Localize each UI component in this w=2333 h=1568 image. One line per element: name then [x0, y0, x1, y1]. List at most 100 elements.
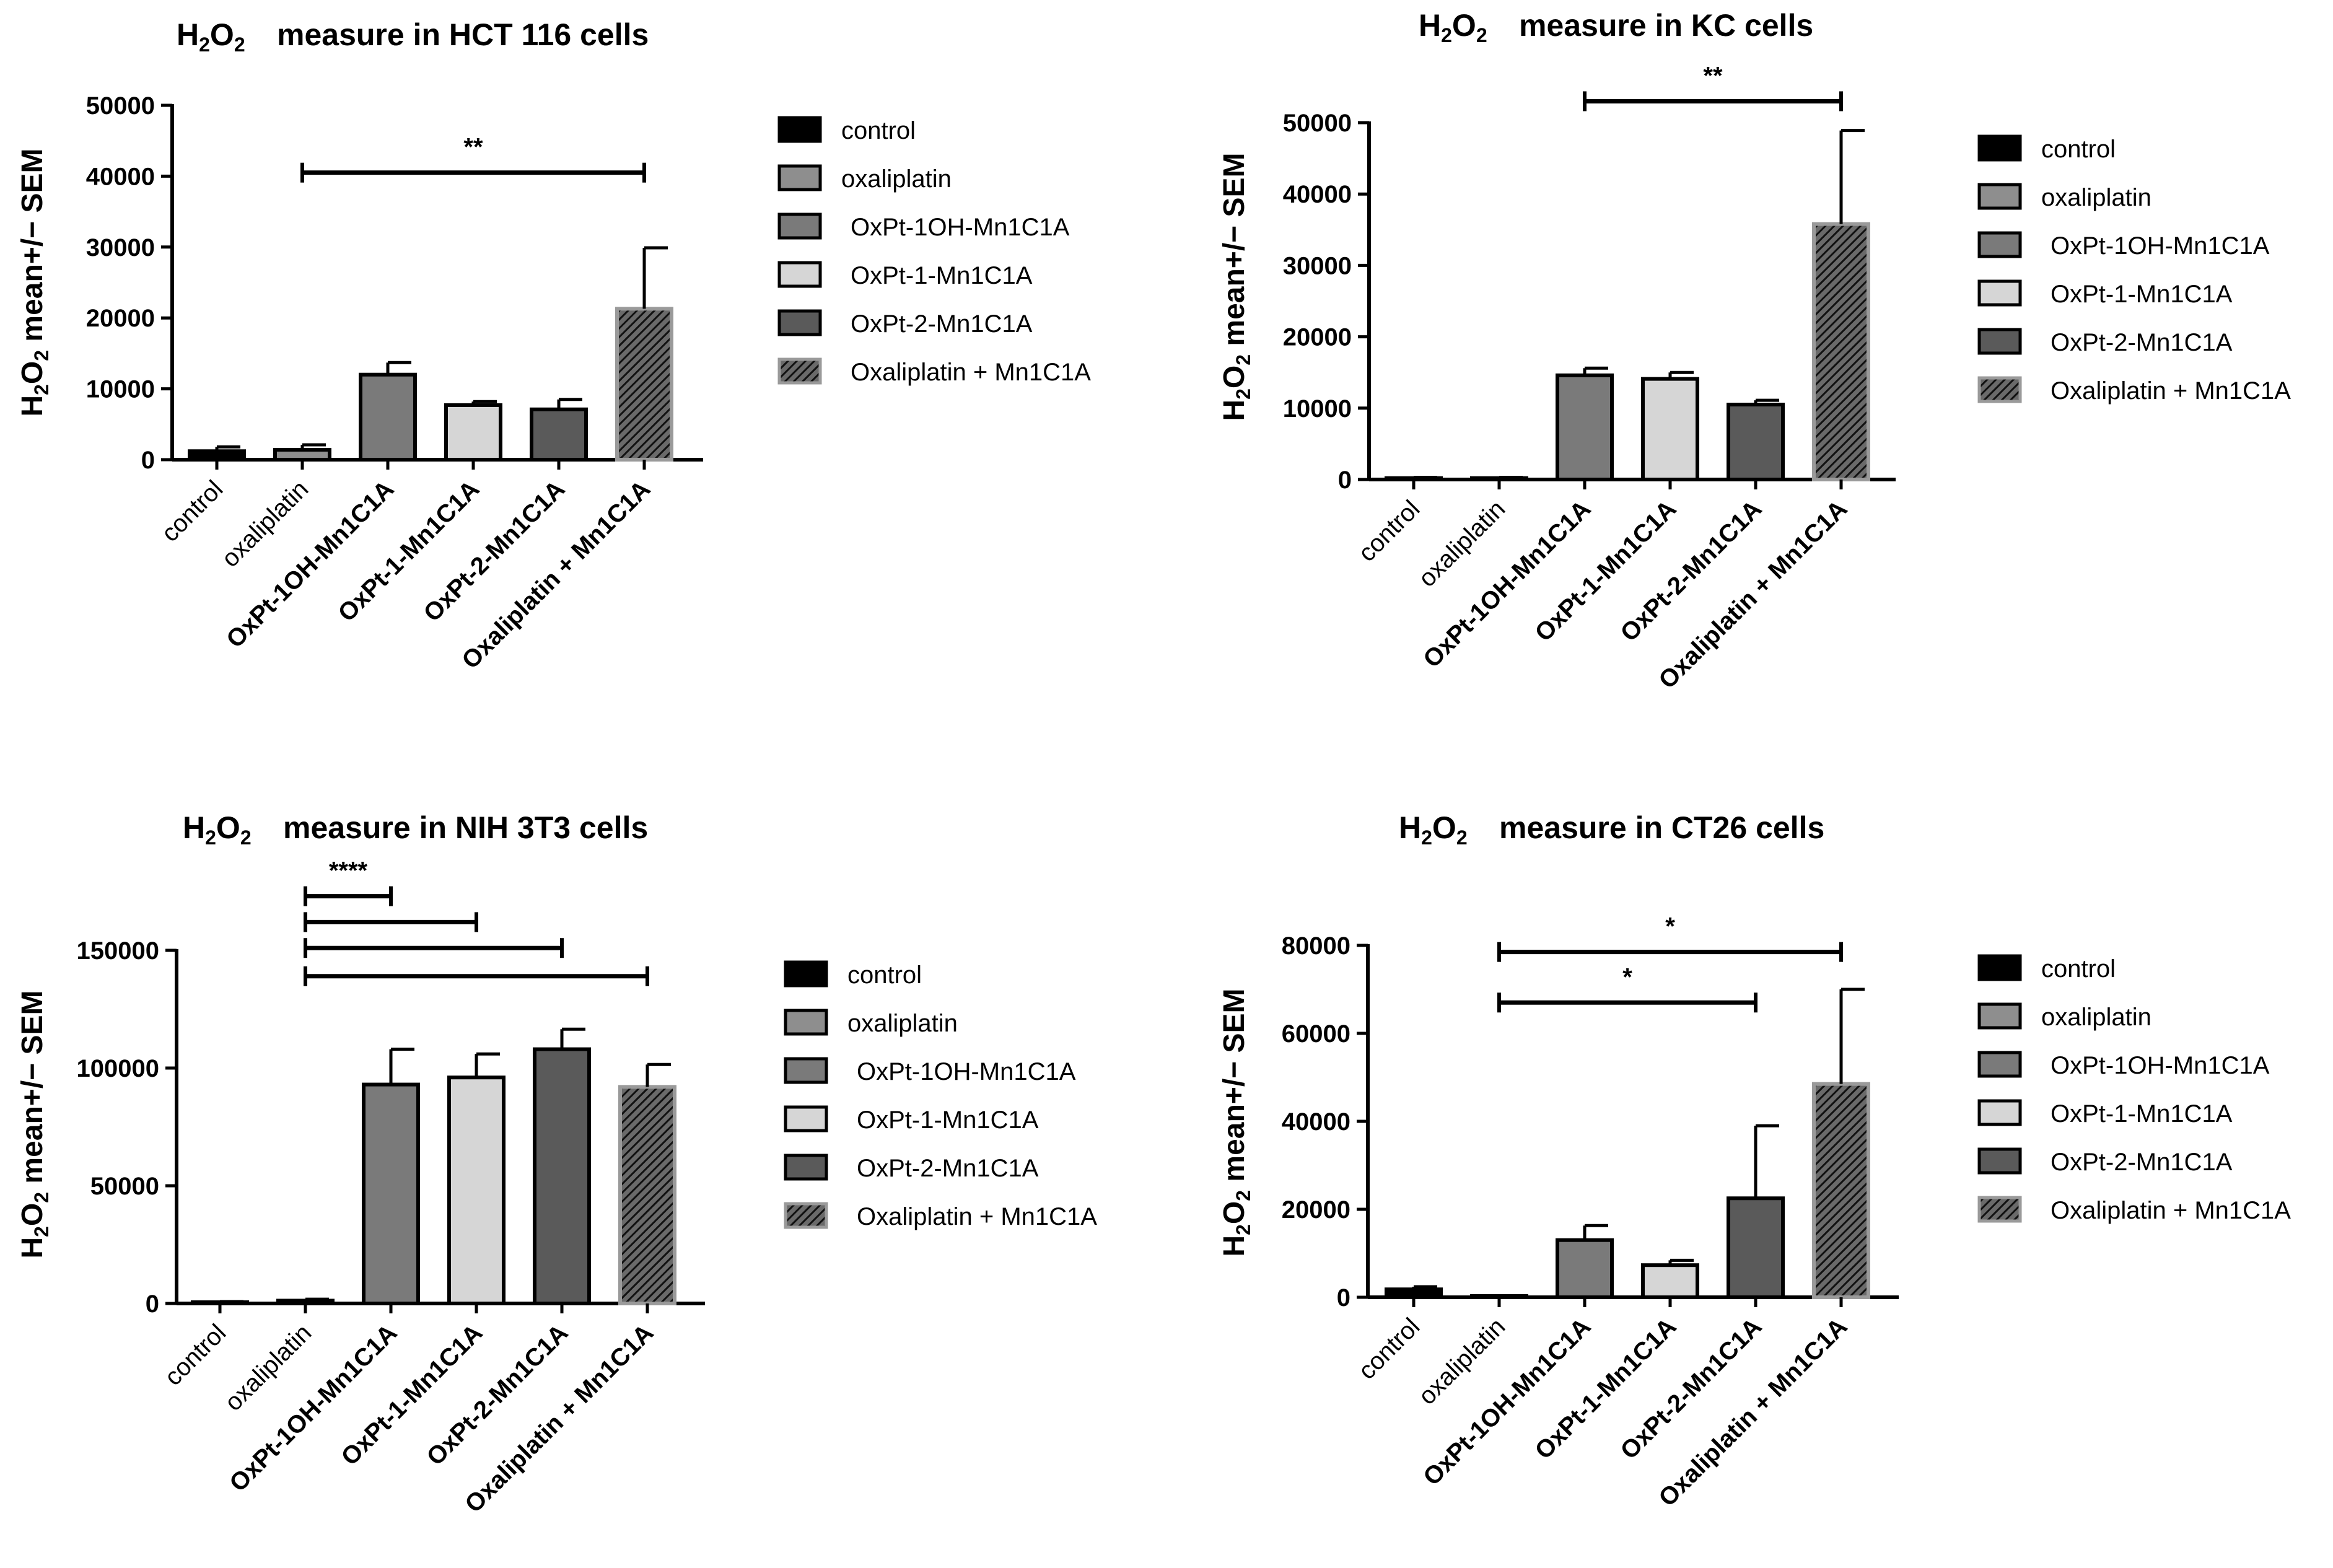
legend-label: control [2041, 955, 2116, 983]
legend-swatch [1977, 376, 2022, 403]
legend-swatch [784, 1105, 828, 1132]
significance-label: * [1665, 913, 1675, 940]
chart-title: measure in NIH 3T3 cells [283, 810, 648, 845]
y-tick-label: 40000 [1282, 1108, 1350, 1136]
legend-label: OxPt-1-Mn1C1A [851, 262, 1033, 289]
bar-Oxaliplatin + Mn1C1A [1812, 222, 1870, 481]
chart-title-species: H2O2 [1399, 810, 1468, 849]
x-tick-label: control [1353, 495, 1425, 567]
legend-label: OxPt-1OH-Mn1C1A [2051, 1052, 2270, 1079]
bar-OxPt-1-Mn1C1A [447, 1075, 506, 1305]
chart-panel-2: H2O2 measure in KC cells H2O2 mean+/− SEM 0… [1218, 8, 2291, 694]
y-axis-label: H2O2 mean+/− SEM [16, 990, 53, 1258]
chart-panel-1: H2O2 measure in HCT 116 cells H2O2 mean+/−… [16, 17, 1091, 674]
bar-OxPt-1OH-Mn1C1A [1556, 373, 1614, 481]
x-tick-label: OxPt-1OH-Mn1C1A [1418, 1313, 1596, 1491]
chart-panel-4: H2O2 measure in CT26 cells H2O2 mean+/− SE… [1218, 810, 2291, 1512]
x-tick-label: OxPt-1OH-Mn1C1A [221, 475, 399, 653]
y-tick-label: 10000 [86, 376, 155, 403]
y-tick-label: 40000 [1283, 181, 1352, 208]
bar-OxPt-1-Mn1C1A [1641, 377, 1699, 481]
x-tick-label: OxPt-2-Mn1C1A [1616, 495, 1767, 647]
significance-label: * [1622, 963, 1632, 991]
x-tick-label: control [1353, 1313, 1425, 1385]
y-tick-label: 50000 [86, 92, 155, 120]
legend-swatch [777, 116, 822, 143]
y-tick-label: 20000 [1282, 1196, 1350, 1224]
bar-OxPt-1-Mn1C1A [1641, 1263, 1699, 1300]
bar-oxaliplatin [273, 447, 331, 462]
legend-swatch [777, 212, 822, 240]
legend-label: oxaliplatin [847, 1010, 958, 1037]
x-tick-label: OxPt-1OH-Mn1C1A [1418, 495, 1596, 673]
legend-label: control [847, 961, 922, 989]
legend-label: Oxaliplatin + Mn1C1A [2051, 1197, 2291, 1224]
legend-label: oxaliplatin [2041, 1004, 2151, 1031]
bar-OxPt-2-Mn1C1A [1727, 403, 1785, 481]
bar-control [1385, 1287, 1443, 1299]
legend-swatch [1977, 1002, 2022, 1030]
legend-label: OxPt-1OH-Mn1C1A [2051, 232, 2270, 260]
y-tick-label: 30000 [86, 234, 155, 261]
bar-control [188, 449, 246, 462]
legend-label: Oxaliplatin + Mn1C1A [851, 359, 1091, 386]
bar-Oxaliplatin + Mn1C1A [1812, 1082, 1870, 1300]
legend-swatch [777, 309, 822, 336]
bar-OxPt-1OH-Mn1C1A [359, 372, 417, 462]
chart-title-species: H2O2 [183, 810, 252, 849]
chart-title: measure in CT26 cells [1499, 810, 1824, 845]
legend-swatch [777, 164, 822, 191]
legend-label: OxPt-1OH-Mn1C1A [851, 214, 1070, 241]
bar-OxPt-1OH-Mn1C1A [362, 1082, 420, 1305]
legend-label: OxPt-1-Mn1C1A [2051, 281, 2233, 308]
legend-label: Oxaliplatin + Mn1C1A [2051, 377, 2291, 405]
y-axis-label: H2O2 mean+/− SEM [1218, 152, 1254, 421]
y-tick-label: 30000 [1283, 252, 1352, 279]
legend-label: oxaliplatin [2041, 184, 2151, 211]
legend-label: control [841, 117, 916, 144]
legend-label: control [2041, 136, 2116, 163]
x-tick-label: OxPt-1-Mn1C1A [336, 1319, 488, 1471]
chart-title: measure in KC cells [1519, 8, 1813, 43]
y-tick-label: 0 [146, 1290, 159, 1318]
legend-label: OxPt-2-Mn1C1A [2051, 329, 2233, 356]
y-tick-label: 100000 [77, 1055, 159, 1082]
bar-Oxaliplatin + Mn1C1A [618, 1085, 676, 1306]
legend-swatch [1977, 183, 2022, 210]
x-tick-label: OxPt-1-Mn1C1A [1530, 1313, 1682, 1465]
legend-swatch [784, 1154, 828, 1181]
x-tick-label: control [159, 1319, 231, 1391]
legend-swatch [777, 261, 822, 288]
y-tick-label: 0 [1337, 1284, 1350, 1312]
legend-swatch [1977, 328, 2022, 355]
chart-title-species: H2O2 [1419, 8, 1487, 46]
significance-label: **** [329, 857, 368, 885]
bar-OxPt-1OH-Mn1C1A [1556, 1238, 1614, 1299]
legend-label: OxPt-2-Mn1C1A [2051, 1149, 2233, 1176]
bar-OxPt-2-Mn1C1A [530, 407, 588, 462]
chart-title-species: H2O2 [177, 17, 245, 56]
y-tick-label: 20000 [1283, 324, 1352, 351]
legend-label: OxPt-2-Mn1C1A [857, 1155, 1039, 1182]
x-tick-label: OxPt-1-Mn1C1A [1530, 495, 1682, 647]
legend-swatch [1977, 231, 2022, 258]
legend-swatch [1977, 954, 2022, 981]
y-tick-label: 60000 [1282, 1020, 1350, 1048]
significance-label: ** [1703, 62, 1723, 89]
legend-swatch [784, 1057, 828, 1084]
legend-swatch [1977, 279, 2022, 307]
legend-swatch [1977, 1099, 2022, 1126]
legend-swatch [784, 1009, 828, 1036]
legend-swatch [1977, 1147, 2022, 1175]
bar-OxPt-1-Mn1C1A [444, 403, 502, 462]
bar-Oxaliplatin + Mn1C1A [615, 307, 673, 462]
x-tick-label: OxPt-2-Mn1C1A [1616, 1313, 1767, 1465]
legend-swatch [1977, 1051, 2022, 1078]
legend-label: OxPt-2-Mn1C1A [851, 310, 1033, 338]
x-tick-label: OxPt-1-Mn1C1A [333, 475, 485, 627]
legend-swatch [1977, 1196, 2022, 1223]
x-tick-label: OxPt-2-Mn1C1A [419, 475, 571, 627]
significance-label: ** [463, 134, 483, 161]
y-axis-label: H2O2 mean+/− SEM [1218, 988, 1254, 1256]
